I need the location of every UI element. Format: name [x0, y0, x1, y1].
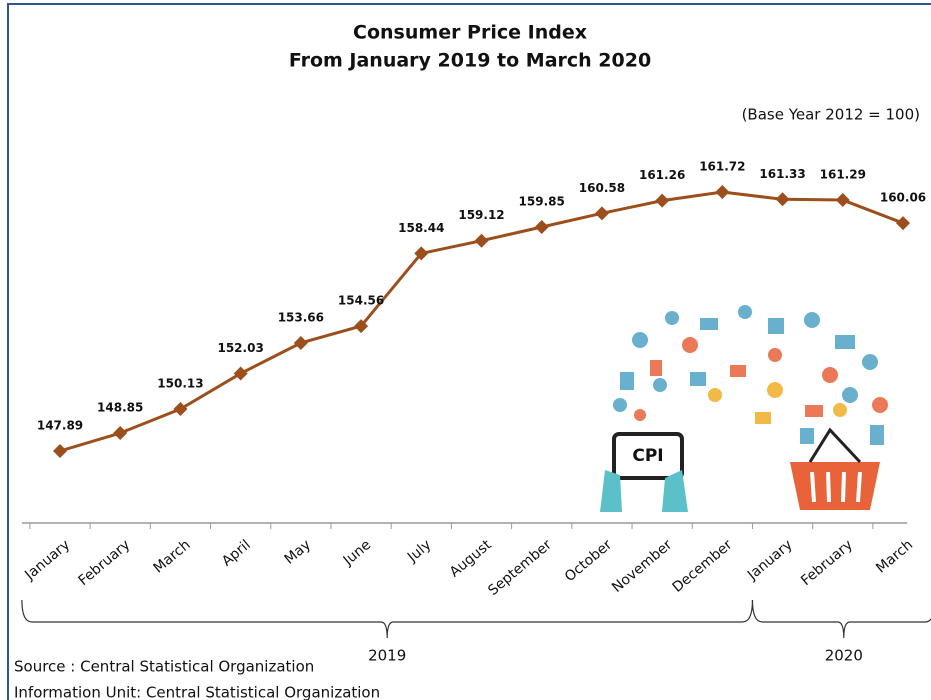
source: Source : Central Statistical Organizatio…: [14, 658, 314, 676]
value-label: 150.13: [157, 377, 203, 391]
chart-title: Consumer Price Index: [353, 22, 587, 44]
point-marker: [655, 194, 669, 208]
value-label: 158.44: [398, 221, 444, 235]
x-tick-label: August: [447, 537, 495, 581]
value-label: 153.66: [278, 310, 324, 324]
value-label: 152.03: [217, 341, 263, 355]
value-label: 159.85: [519, 195, 565, 209]
point-marker: [294, 336, 308, 350]
value-label: 160.06: [880, 191, 926, 205]
point-marker: [53, 444, 67, 458]
point-marker: [535, 220, 549, 234]
point-marker: [896, 216, 910, 230]
value-label: 147.89: [37, 419, 83, 433]
illustration: CPI: [600, 305, 888, 512]
group-label: 2019: [368, 647, 406, 665]
value-label: 159.12: [458, 208, 504, 222]
x-tick-label: January: [744, 537, 796, 584]
point-marker: [595, 206, 609, 220]
x-tick-label: April: [219, 537, 254, 570]
chart-subtitle: From January 2019 to March 2020: [289, 50, 651, 72]
x-tick-label: September: [485, 537, 555, 599]
x-tick-label: February: [76, 537, 134, 589]
value-label: 161.33: [759, 167, 805, 181]
x-tick-label: February: [798, 537, 856, 589]
point-marker: [776, 192, 790, 206]
base-year-note: (Base Year 2012 = 100): [742, 106, 920, 124]
x-tick-label: March: [873, 537, 916, 577]
group-label: 2020: [825, 647, 863, 665]
value-label: 154.56: [338, 294, 384, 308]
point-marker: [173, 402, 187, 416]
x-tick-label: October: [562, 537, 615, 585]
point-marker: [715, 185, 729, 199]
x-tick-label: November: [609, 537, 675, 596]
value-label: 161.72: [699, 160, 745, 174]
chart: Consumer Price Index From January 2019 t…: [0, 0, 931, 700]
group-brace: [752, 600, 931, 638]
x-tick-label: January: [21, 537, 73, 584]
value-label: 148.85: [97, 401, 143, 415]
x-tick-label: July: [404, 537, 434, 566]
point-marker: [234, 366, 248, 380]
x-tick-label: March: [151, 537, 194, 577]
illustration-label: CPI: [632, 446, 663, 466]
x-tick-label: December: [670, 537, 736, 596]
point-marker: [836, 193, 850, 207]
point-marker: [113, 426, 127, 440]
info-unit: Information Unit: Central Statistical Or…: [14, 684, 380, 700]
value-label: 161.26: [639, 168, 685, 182]
x-tick-label: May: [282, 537, 314, 568]
value-label: 161.29: [820, 168, 866, 182]
value-label: 160.58: [579, 181, 625, 195]
point-marker: [475, 234, 489, 248]
group-brace: [22, 600, 753, 638]
x-tick-label: June: [340, 537, 374, 570]
